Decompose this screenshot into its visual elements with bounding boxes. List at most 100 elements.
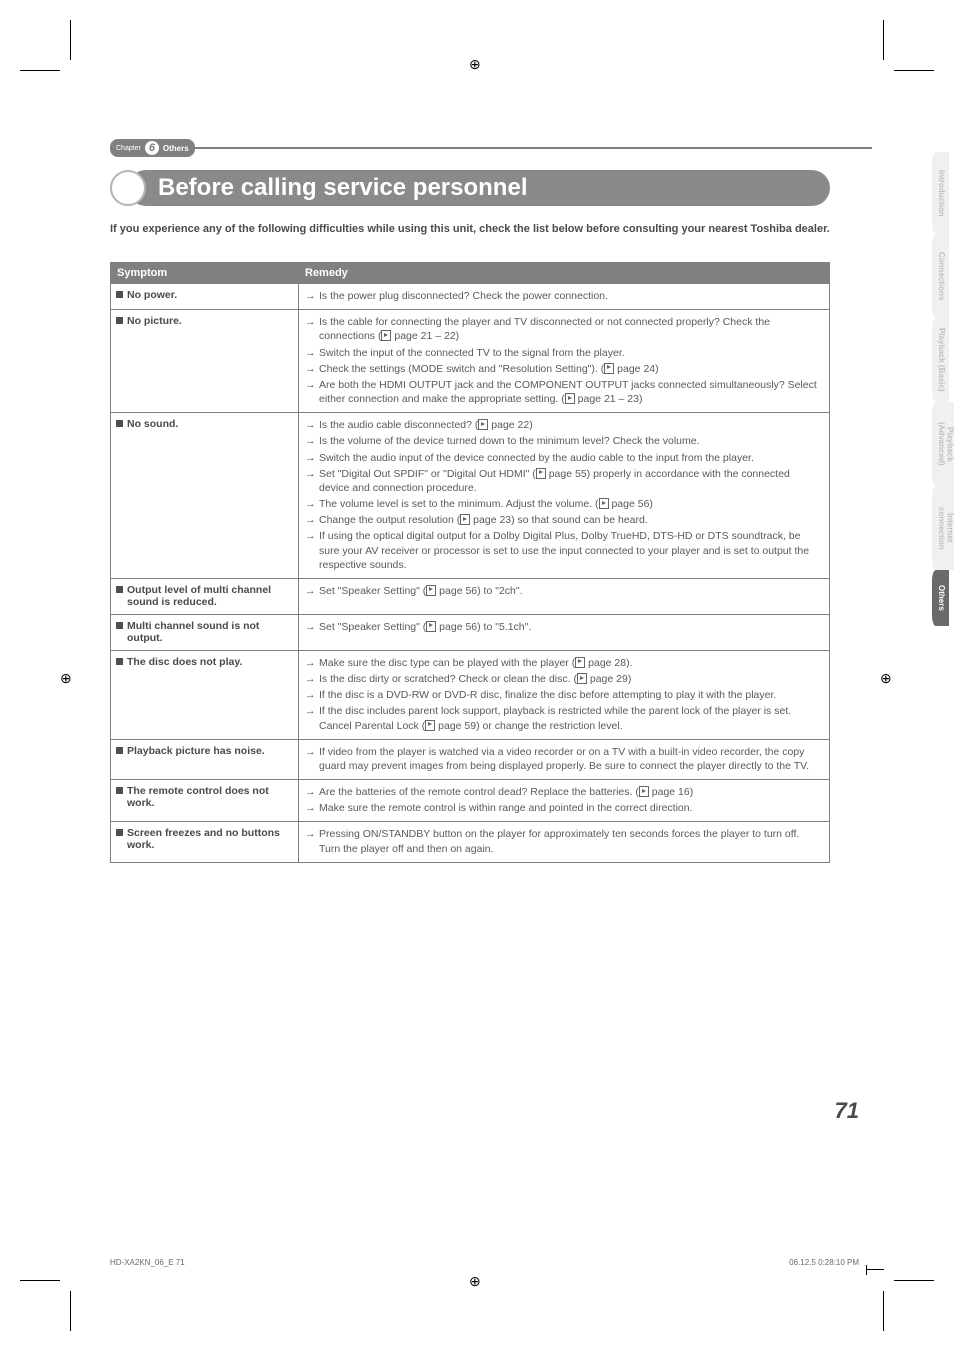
table-row: The disc does not play.→Make sure the di… [111, 650, 830, 739]
remedy-item: →Is the disc dirty or scratched? Check o… [305, 672, 823, 686]
remedy-text: Make sure the disc type can be played wi… [319, 656, 633, 670]
footer-mark [866, 1269, 884, 1270]
remedy-text: Change the output resolution ( page 23) … [319, 513, 648, 527]
symptom-cell: Playback picture has noise. [111, 739, 299, 779]
table-row: Output level of multi channel sound is r… [111, 578, 830, 614]
intro-text: If you experience any of the following d… [110, 222, 830, 237]
remedy-item: →Are both the HDMI OUTPUT jack and the C… [305, 378, 823, 406]
crop-mark [20, 70, 60, 71]
table-row: Screen freezes and no buttons work. →Pres… [111, 822, 830, 862]
chapter-pill: Chapter 6 Others [110, 139, 195, 157]
page-ref-icon [460, 514, 470, 524]
remedy-text: Set "Speaker Setting" ( page 56) to "2ch… [319, 584, 523, 598]
chapter-number: 6 [145, 141, 159, 155]
page-ref-icon [536, 468, 546, 478]
remedy-item: →Make sure the remote control is within … [305, 801, 823, 815]
page-ref-icon [426, 585, 436, 595]
arrow-icon: → [305, 315, 319, 343]
crop-mark [894, 1280, 934, 1281]
bullet-icon [116, 291, 123, 298]
registration-mark [880, 674, 894, 688]
remedy-item: →Set "Digital Out SPDIF" or "Digital Out… [305, 467, 823, 495]
arrow-icon: → [305, 688, 319, 702]
remedy-cell: →Set "Speaker Setting" ( page 56) to "5.… [299, 614, 830, 650]
page-ref-icon [381, 330, 391, 340]
symptom-cell: No picture. [111, 310, 299, 413]
side-tab: Connections [932, 234, 949, 318]
remedy-cell: →Is the cable for connecting the player … [299, 310, 830, 413]
page-ref-icon [575, 657, 585, 667]
remedy-item: →Is the volume of the device turned down… [305, 434, 823, 448]
page-title-bar: Before calling service personnel [110, 170, 830, 206]
arrow-icon: → [305, 801, 319, 815]
remedy-item: →The volume level is set to the minimum.… [305, 497, 823, 511]
page-ref-icon [426, 621, 436, 631]
symptom-text: Screen freezes and no buttons work. [127, 827, 280, 851]
arrow-icon: → [305, 362, 319, 376]
page-title: Before calling service personnel [128, 170, 830, 206]
remedy-cell: →Is the power plug disconnected? Check t… [299, 284, 830, 310]
arrow-icon: → [305, 529, 319, 572]
arrow-icon: → [305, 656, 319, 670]
remedy-text: Is the power plug disconnected? Check th… [319, 289, 608, 303]
arrow-icon: → [305, 785, 319, 799]
remedy-text: If the disc includes parent lock support… [319, 704, 823, 732]
symptom-text: The disc does not play. [127, 656, 242, 668]
remedy-cell: →Are the batteries of the remote control… [299, 780, 830, 822]
remedy-cell: →Set "Speaker Setting" ( page 56) to "2c… [299, 578, 830, 614]
remedy-cell: →Is the audio cable disconnected? ( page… [299, 413, 830, 579]
side-tab: Introduction [932, 152, 949, 234]
remedy-text: Set "Speaker Setting" ( page 56) to "5.1… [319, 620, 531, 634]
symptom-cell: Output level of multi channel sound is r… [111, 578, 299, 614]
bullet-icon [116, 622, 123, 629]
page-ref-icon [565, 393, 575, 403]
symptom-cell: The remote control does not work. [111, 780, 299, 822]
registration-mark [60, 674, 74, 688]
arrow-icon: → [305, 434, 319, 448]
th-remedy: Remedy [299, 263, 830, 284]
remedy-text: The volume level is set to the minimum. … [319, 497, 653, 511]
page-ref-icon [425, 720, 435, 730]
page-ref-icon [639, 786, 649, 796]
chapter-label: Chapter [116, 145, 141, 152]
arrow-icon: → [305, 289, 319, 303]
bullet-icon [116, 658, 123, 665]
remedy-item: →Is the audio cable disconnected? ( page… [305, 418, 823, 432]
remedy-text: If video from the player is watched via … [319, 745, 823, 773]
remedy-item: →Check the settings (MODE switch and "Re… [305, 362, 823, 376]
crop-mark [894, 70, 934, 71]
remedy-item: →Is the cable for connecting the player … [305, 315, 823, 343]
chapter-title: Others [163, 144, 189, 153]
table-row: No picture. →Is the cable for connecting … [111, 310, 830, 413]
remedy-text: Make sure the remote control is within r… [319, 801, 693, 815]
header-rule [191, 147, 872, 149]
table-row: No sound.→Is the audio cable disconnecte… [111, 413, 830, 579]
bullet-icon [116, 586, 123, 593]
remedy-item: →Is the power plug disconnected? Check t… [305, 289, 823, 303]
remedy-text: Check the settings (MODE switch and "Res… [319, 362, 659, 376]
arrow-icon: → [305, 513, 319, 527]
arrow-icon: → [305, 451, 319, 465]
page-number: 71 [835, 1098, 859, 1124]
bullet-icon [116, 317, 123, 324]
registration-mark [469, 1277, 483, 1291]
remedy-item: →Pressing ON/STANDBY button on the playe… [305, 827, 823, 855]
symptom-text: Output level of multi channel sound is r… [127, 584, 271, 608]
title-ornament [110, 170, 146, 206]
symptom-cell: No sound. [111, 413, 299, 579]
footer-right: 06.12.5 0:28:10 PM [789, 1258, 859, 1267]
remedy-item: →Are the batteries of the remote control… [305, 785, 823, 799]
remedy-item: →Set "Speaker Setting" ( page 56) to "5.… [305, 620, 823, 634]
bullet-icon [116, 787, 123, 794]
side-tab: Playback (Advanced) [932, 402, 954, 486]
symptom-text: No picture. [127, 315, 182, 327]
footer-left: HD-XA2KN_06_E 71 [110, 1258, 185, 1267]
remedy-text: Is the audio cable disconnected? ( page … [319, 418, 533, 432]
table-row: Playback picture has noise.→If video fro… [111, 739, 830, 779]
remedy-text: Are the batteries of the remote control … [319, 785, 693, 799]
registration-mark [469, 60, 483, 74]
table-row: The remote control does not work. →Are th… [111, 780, 830, 822]
symptom-text: The remote control does not work. [127, 785, 269, 809]
arrow-icon: → [305, 497, 319, 511]
remedy-item: →Make sure the disc type can be played w… [305, 656, 823, 670]
